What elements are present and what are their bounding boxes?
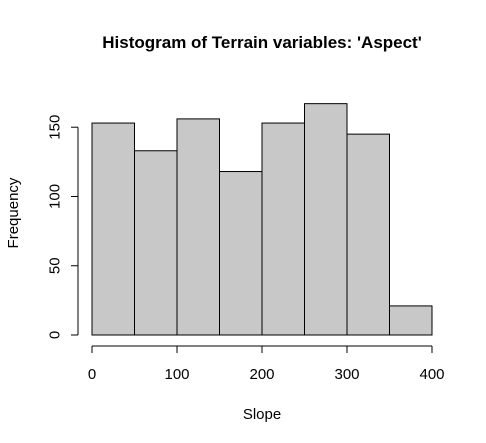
histogram-bar [176, 118, 220, 336]
histogram-bar [304, 103, 348, 336]
x-axis: 0 100 200 300 400 [88, 345, 445, 383]
chart-title: Histogram of Terrain variables: 'Aspect' [102, 33, 422, 52]
y-tick-label: 150 [47, 115, 64, 140]
y-axis: 0 50 100 150 [47, 115, 79, 339]
bars-group [91, 103, 433, 336]
x-tick-label: 0 [88, 366, 96, 383]
x-tick-label: 400 [419, 366, 444, 383]
histogram-bar [261, 122, 305, 336]
histogram-bar [389, 305, 433, 336]
x-tick-label: 100 [164, 366, 189, 383]
histogram-bar [219, 171, 263, 336]
x-tick-label: 300 [334, 366, 359, 383]
y-tick-label: 100 [47, 184, 64, 209]
histogram-bar [134, 150, 178, 336]
histogram-bar [91, 122, 135, 336]
histogram-bar [346, 133, 390, 336]
y-axis-label: Frequency [5, 177, 22, 248]
x-axis-label: Slope [243, 406, 281, 423]
x-tick-label: 200 [249, 366, 274, 383]
y-tick-label: 50 [47, 257, 64, 274]
y-tick-label: 0 [47, 331, 64, 339]
